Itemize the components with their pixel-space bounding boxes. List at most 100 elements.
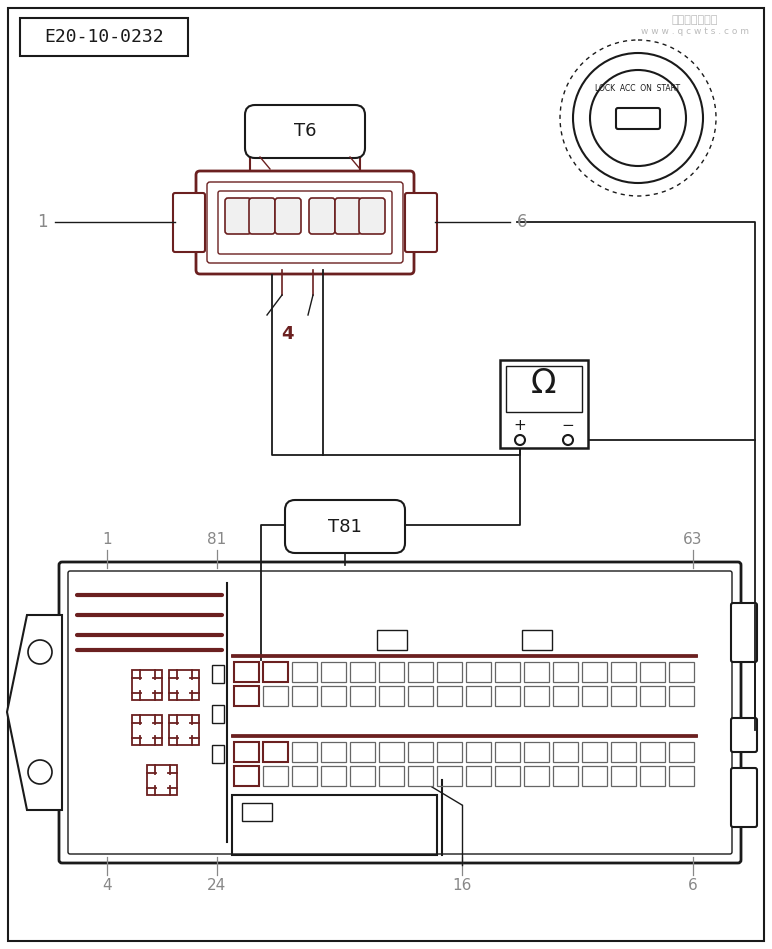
Bar: [212, 705, 224, 723]
Bar: [263, 766, 288, 786]
Text: 81: 81: [208, 532, 227, 547]
Bar: [132, 715, 162, 745]
Bar: [524, 686, 549, 706]
Bar: [582, 742, 607, 762]
Text: 6: 6: [688, 878, 698, 893]
Text: 1: 1: [102, 532, 112, 547]
Text: 16: 16: [452, 878, 472, 893]
Text: +: +: [513, 419, 527, 434]
Bar: [169, 715, 199, 745]
Bar: [640, 766, 665, 786]
Bar: [669, 662, 694, 682]
Text: T81: T81: [328, 518, 362, 536]
Bar: [640, 662, 665, 682]
Bar: [350, 766, 375, 786]
Text: 63: 63: [683, 532, 703, 547]
Bar: [495, 686, 520, 706]
Bar: [437, 686, 462, 706]
Text: T6: T6: [294, 122, 317, 140]
FancyBboxPatch shape: [196, 171, 414, 274]
Bar: [321, 686, 346, 706]
Bar: [524, 662, 549, 682]
Bar: [379, 766, 404, 786]
Bar: [292, 742, 317, 762]
Bar: [669, 742, 694, 762]
Bar: [212, 665, 224, 683]
Text: w w w . q c w t s . c o m: w w w . q c w t s . c o m: [641, 27, 749, 36]
Bar: [350, 662, 375, 682]
FancyBboxPatch shape: [309, 198, 335, 234]
Text: 4: 4: [102, 878, 112, 893]
Bar: [234, 662, 259, 682]
Text: 1: 1: [37, 213, 48, 231]
Bar: [20, 18, 188, 56]
Bar: [611, 766, 636, 786]
Bar: [640, 742, 665, 762]
Bar: [495, 742, 520, 762]
Bar: [524, 742, 549, 762]
Bar: [553, 766, 578, 786]
FancyBboxPatch shape: [249, 198, 275, 234]
Bar: [582, 766, 607, 786]
Bar: [495, 662, 520, 682]
Bar: [500, 360, 588, 448]
Bar: [669, 766, 694, 786]
Bar: [263, 686, 288, 706]
Text: LOCK  ACC  ON  START: LOCK ACC ON START: [595, 84, 681, 92]
FancyBboxPatch shape: [59, 562, 741, 863]
FancyBboxPatch shape: [359, 198, 385, 234]
FancyBboxPatch shape: [731, 603, 757, 662]
Bar: [234, 686, 259, 706]
Bar: [611, 742, 636, 762]
Bar: [263, 742, 288, 762]
Text: Ω: Ω: [531, 367, 557, 400]
FancyBboxPatch shape: [245, 105, 365, 158]
Bar: [147, 765, 177, 795]
Bar: [408, 662, 433, 682]
Text: 24: 24: [208, 878, 227, 893]
Bar: [408, 686, 433, 706]
Bar: [553, 742, 578, 762]
Bar: [611, 686, 636, 706]
Bar: [234, 766, 259, 786]
Bar: [495, 766, 520, 786]
Bar: [321, 766, 346, 786]
Bar: [132, 670, 162, 700]
Text: E20-10-0232: E20-10-0232: [44, 28, 164, 46]
Bar: [350, 742, 375, 762]
Bar: [466, 686, 491, 706]
Bar: [234, 742, 259, 762]
Bar: [408, 742, 433, 762]
FancyBboxPatch shape: [731, 718, 757, 752]
Bar: [408, 766, 433, 786]
Bar: [466, 742, 491, 762]
Bar: [582, 662, 607, 682]
Bar: [611, 662, 636, 682]
FancyBboxPatch shape: [225, 198, 251, 234]
Bar: [466, 766, 491, 786]
Bar: [242, 803, 272, 821]
Bar: [212, 745, 224, 763]
Text: −: −: [561, 419, 574, 434]
Bar: [437, 742, 462, 762]
Bar: [524, 766, 549, 786]
Bar: [232, 795, 437, 855]
Bar: [321, 742, 346, 762]
Bar: [321, 662, 346, 682]
Bar: [250, 155, 360, 180]
Bar: [169, 670, 199, 700]
Text: 4: 4: [281, 325, 293, 343]
Bar: [437, 662, 462, 682]
Bar: [640, 686, 665, 706]
Bar: [379, 686, 404, 706]
FancyBboxPatch shape: [173, 193, 205, 252]
FancyBboxPatch shape: [335, 198, 361, 234]
Bar: [292, 686, 317, 706]
Bar: [379, 742, 404, 762]
Bar: [553, 662, 578, 682]
Bar: [669, 686, 694, 706]
Bar: [506, 366, 582, 412]
Bar: [437, 766, 462, 786]
Bar: [582, 686, 607, 706]
Bar: [377, 630, 407, 650]
